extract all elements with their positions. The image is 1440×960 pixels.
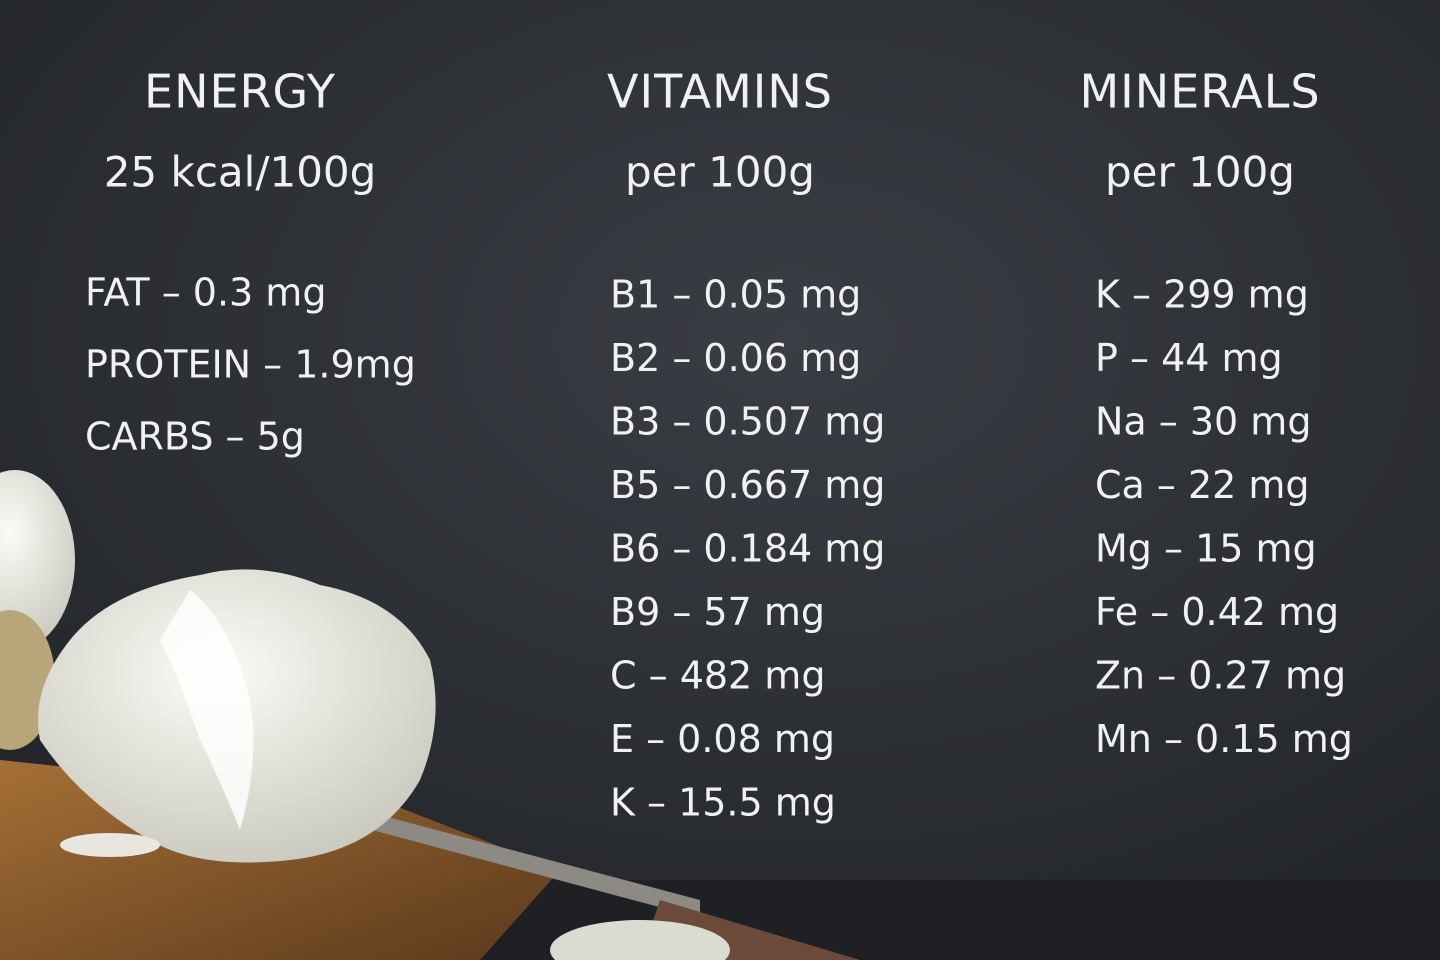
- nutrient-item: B2 – 0.06 mg: [610, 336, 861, 380]
- nutrient-item: K – 15.5 mg: [610, 781, 836, 825]
- nutrient-item: B9 – 57 mg: [610, 590, 825, 634]
- cauliflower-crumb: [60, 833, 160, 857]
- column-subtitle: 25 kcal/100g: [104, 148, 377, 197]
- cauliflower-core: [160, 590, 254, 830]
- nutrient-item: Zn – 0.27 mg: [1095, 654, 1346, 698]
- nutrient-item: FAT – 0.3 mg: [85, 271, 326, 315]
- nutrient-item: C – 482 mg: [610, 654, 825, 698]
- nutrient-item: Mn – 0.15 mg: [1095, 717, 1353, 761]
- column-title: VITAMINS: [607, 65, 833, 119]
- nutrient-item: Mg – 15 mg: [1095, 527, 1317, 571]
- nutrient-item: B5 – 0.667 mg: [610, 463, 885, 507]
- nutrient-item: P – 44 mg: [1095, 336, 1283, 380]
- nutrient-item: Fe – 0.42 mg: [1095, 590, 1339, 634]
- nutrient-item: PROTEIN – 1.9mg: [85, 343, 416, 387]
- nutrient-item: CARBS – 5g: [85, 415, 305, 459]
- nutrient-item: B6 – 0.184 mg: [610, 527, 885, 571]
- nutrient-item: Ca – 22 mg: [1095, 463, 1310, 507]
- cauliflower-back: [0, 470, 75, 650]
- nutrient-item: K – 299 mg: [1095, 273, 1309, 317]
- column-title: MINERALS: [1079, 65, 1320, 119]
- knife-blade: [372, 815, 700, 918]
- nutrient-item: B3 – 0.507 mg: [610, 400, 885, 444]
- column-title: ENERGY: [144, 65, 336, 119]
- cauliflower-front: [550, 920, 730, 960]
- nutrient-item: E – 0.08 mg: [610, 717, 835, 761]
- column-subtitle: per 100g: [1105, 148, 1295, 197]
- column-subtitle: per 100g: [625, 148, 815, 197]
- nutrient-item: B1 – 0.05 mg: [610, 273, 861, 317]
- nutrient-item: Na – 30 mg: [1095, 400, 1311, 444]
